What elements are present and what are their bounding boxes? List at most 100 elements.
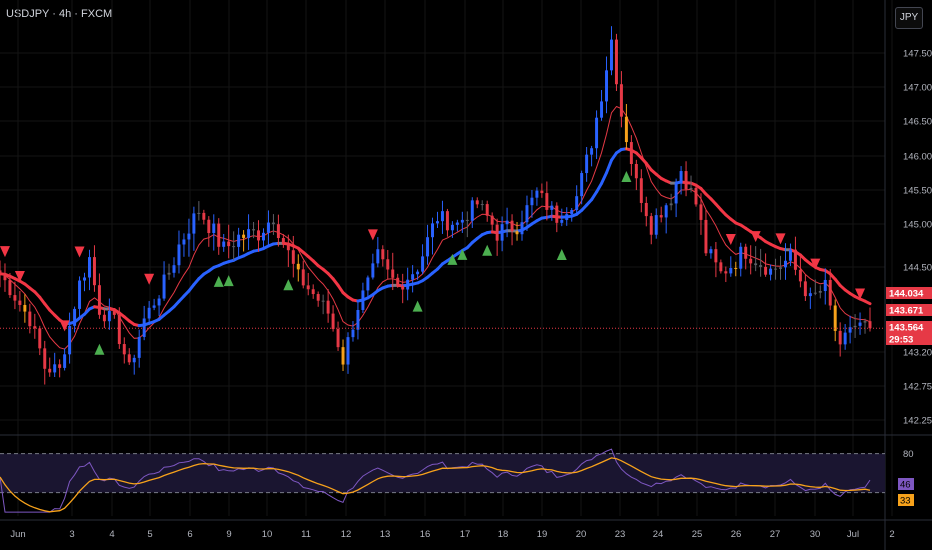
x-axis-tick-label: 24 <box>653 529 664 540</box>
x-axis-tick-label: 6 <box>187 529 192 540</box>
candle-body <box>808 293 812 297</box>
grid <box>0 0 893 516</box>
x-axis-tick-label: 30 <box>810 529 821 540</box>
candle-body <box>629 142 633 165</box>
sell-signal-marker <box>74 246 85 258</box>
candle-body <box>600 101 604 118</box>
candle-body <box>271 222 275 225</box>
candle-body <box>590 148 594 155</box>
candle-body <box>833 305 837 331</box>
candle-body <box>157 298 161 306</box>
candle-body <box>555 205 559 223</box>
candle-body <box>788 249 792 261</box>
x-axis-tick-label: 18 <box>498 529 509 540</box>
candle-body <box>102 314 106 322</box>
ema-slow-segment <box>600 171 609 185</box>
symbol-header[interactable]: USDJPY · 4h · FXCM <box>6 8 113 20</box>
candle-body <box>58 364 62 368</box>
candle-body <box>823 279 827 291</box>
x-axis-tick-label: 10 <box>262 529 273 540</box>
sell-signal-marker <box>725 233 736 245</box>
candle-body <box>252 229 256 231</box>
candle-body <box>779 267 782 269</box>
candle-body <box>500 224 504 241</box>
candle-body <box>610 39 613 71</box>
x-axis-tick-label: 11 <box>301 529 311 540</box>
candle-body <box>291 250 295 264</box>
y-axis-tick-label: 146.500 <box>903 117 932 128</box>
sell-signal-marker <box>810 258 821 270</box>
candle-body <box>525 205 529 223</box>
x-axis-tick-label: 20 <box>576 529 587 540</box>
sell-signal-marker <box>14 270 25 282</box>
candle-body <box>192 213 196 234</box>
candle-body <box>679 171 683 184</box>
buy-signal-marker <box>621 171 632 183</box>
candle-body <box>495 224 499 241</box>
signals <box>0 171 866 355</box>
candle-body <box>729 267 733 274</box>
candle-body <box>734 267 738 269</box>
candle-body <box>137 336 141 358</box>
price-label-box <box>886 333 932 345</box>
ema-slow-segment <box>595 181 604 194</box>
candle-body <box>694 187 698 205</box>
x-axis-tick-label: 4 <box>109 529 114 540</box>
rsi-value-box <box>898 478 914 490</box>
candle-body <box>848 327 852 333</box>
ema-fast-line <box>0 105 871 350</box>
x-axis-tick-label: 17 <box>460 529 471 540</box>
candle-body <box>485 204 489 216</box>
sell-signal-marker <box>855 288 866 300</box>
candle-body <box>416 271 420 275</box>
candle-body <box>490 215 494 225</box>
y-axis-tick-label: 147.500 <box>903 49 932 60</box>
candle-body <box>217 223 221 247</box>
candle-body <box>764 266 768 275</box>
candle-body <box>247 229 251 238</box>
price-label-box <box>886 287 932 299</box>
candle-body <box>147 307 151 319</box>
buy-signal-marker <box>283 279 294 291</box>
candle-body <box>341 347 345 365</box>
candle-body <box>401 285 405 290</box>
candle-body <box>83 277 86 281</box>
candle-body <box>520 222 524 235</box>
currency-button[interactable]: JPY <box>895 7 923 29</box>
x-axis-tick-label: 9 <box>226 529 231 540</box>
candle-body <box>560 219 564 223</box>
sell-signal-marker <box>367 229 378 241</box>
rsi-value-text: 46 <box>900 480 911 491</box>
candle-body <box>580 173 584 197</box>
candle-body <box>97 285 101 315</box>
candle-body <box>8 280 12 296</box>
candle-body <box>868 321 872 329</box>
x-axis-tick-label: 3 <box>69 529 74 540</box>
candle-body <box>3 273 7 281</box>
candle-body <box>18 300 22 305</box>
candle-body <box>48 368 52 373</box>
y-axis-tick-label: 143.200 <box>903 348 932 359</box>
x-axis-tick-label: 16 <box>420 529 431 540</box>
candle-body <box>122 344 126 355</box>
x-axis-tick-label: Jun <box>10 529 25 540</box>
candle-body <box>152 305 156 308</box>
candle-body <box>744 246 748 259</box>
candle-body <box>595 117 599 149</box>
candle-body <box>619 84 623 117</box>
candle-body <box>406 279 410 290</box>
rsi-band <box>0 453 885 493</box>
buy-signal-marker <box>457 248 468 260</box>
x-axis-tick-label: 5 <box>147 529 152 540</box>
candle-body <box>704 219 708 254</box>
candle-body <box>222 241 226 247</box>
candle-body <box>575 196 579 211</box>
candle-body <box>714 249 718 263</box>
x-axis-tick-label: 23 <box>615 529 626 540</box>
candle-body <box>843 332 847 345</box>
candle-body <box>43 348 47 369</box>
candle-body <box>813 292 817 294</box>
y-axis-tick-label: 146.000 <box>903 152 932 163</box>
